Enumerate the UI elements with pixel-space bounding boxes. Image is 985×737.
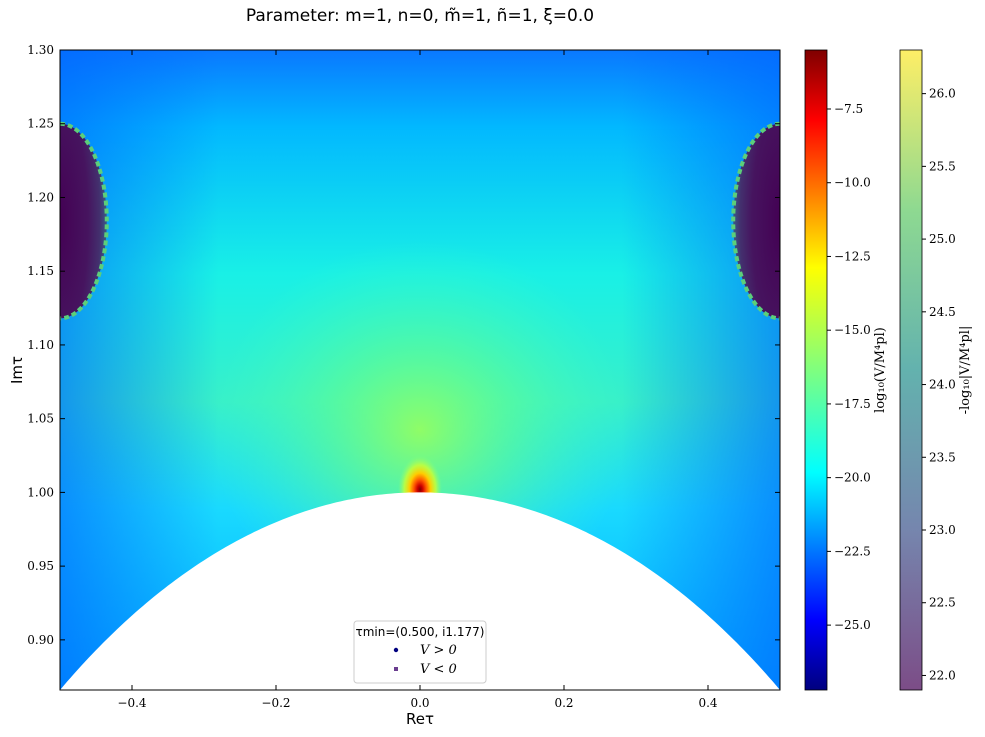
- colorbar-tick-label: 22.0: [929, 668, 956, 682]
- x-tick-label: 0.4: [698, 696, 717, 710]
- colorbar-tick-label: −17.5: [834, 397, 871, 411]
- x-tick-label: 0.2: [554, 696, 573, 710]
- colorbar-jet-ticks: −7.5 −10.0 −12.5 −15.0 −17.5 −20.0 −22.5 −25.0: [827, 102, 871, 632]
- legend-marker-positive: [393, 647, 399, 653]
- colorbar-tick-label: 24.5: [929, 305, 956, 319]
- colorbar-tick-label: 22.5: [929, 596, 956, 610]
- colorbar-tick-label: −10.0: [834, 176, 871, 190]
- y-tick-label: 1.10: [27, 338, 54, 352]
- y-tick-label: 1.05: [27, 412, 54, 426]
- colorbar-tick-label: −7.5: [834, 102, 863, 116]
- y-axis-ticks: 0.90 0.95 1.00 1.05 1.10 1.15 1.20 1.25 1.30: [27, 43, 780, 647]
- colorbar-tick-label: 25.0: [929, 232, 956, 246]
- colorbar-viridis: [899, 49, 923, 691]
- y-axis-label: Imτ: [8, 356, 26, 384]
- x-axis-label: Reτ: [406, 710, 434, 728]
- colorbar-jet: [804, 49, 828, 691]
- y-tick-label: 1.25: [27, 117, 54, 131]
- negative-region-right: [733, 123, 780, 319]
- excluded-region: [60, 492, 780, 690]
- y-tick-label: 0.90: [27, 633, 54, 647]
- colorbar-tick-label: −20.0: [834, 471, 871, 485]
- colorbar-tick-label: −25.0: [834, 618, 871, 632]
- colorbar-viridis-label: -log₁₀|V/M⁴pl|: [958, 326, 973, 415]
- legend: τmin=(0.500, i1.177) V > 0 V < 0: [353, 620, 487, 684]
- x-tick-label: −0.4: [117, 696, 147, 710]
- legend-label-negative: V < 0: [420, 662, 457, 677]
- colorbar-tick-label: 23.5: [929, 450, 956, 464]
- y-tick-label: 1.20: [27, 190, 54, 204]
- legend-box: [353, 620, 487, 684]
- legend-title: τmin=(0.500, i1.177): [356, 625, 485, 639]
- negative-region-right-boundary: [731, 121, 780, 321]
- x-tick-label: −0.2: [261, 696, 290, 710]
- colorbar-tick-label: −15.0: [834, 323, 871, 337]
- y-tick-label: 1.30: [27, 43, 54, 57]
- colorbar-tick-label: 26.0: [929, 87, 956, 101]
- colorbar-tick-label: 23.0: [929, 523, 956, 537]
- colorbar-tick-label: 25.5: [929, 159, 956, 173]
- colorbar-tick-label: −12.5: [834, 249, 871, 263]
- heatmap-plot-area: [60, 50, 780, 690]
- chart-title: Parameter: m=1, n=0, m̃=1, ñ=1, ξ=0.0: [245, 6, 595, 26]
- y-tick-label: 1.00: [27, 485, 54, 499]
- y-tick-label: 1.15: [27, 264, 54, 278]
- negative-region-left: [60, 123, 107, 319]
- colorbar-tick-label: 24.0: [929, 378, 956, 392]
- legend-marker-negative: [394, 667, 398, 671]
- colorbar-tick-label: −22.5: [834, 544, 871, 558]
- negative-region-left-boundary: [60, 121, 109, 321]
- x-axis-ticks: −0.4 −0.2 0.0 0.2 0.4: [117, 50, 718, 710]
- legend-label-positive: V > 0: [420, 643, 457, 658]
- y-tick-label: 0.95: [27, 559, 54, 573]
- x-tick-label: 0.0: [410, 696, 429, 710]
- colorbar-jet-label: log₁₀(V/M⁴pl): [873, 327, 888, 413]
- colorbar-viridis-ticks: 22.0 22.5 23.0 23.5 24.0 24.5 25.0 25.5 26.0: [922, 87, 956, 682]
